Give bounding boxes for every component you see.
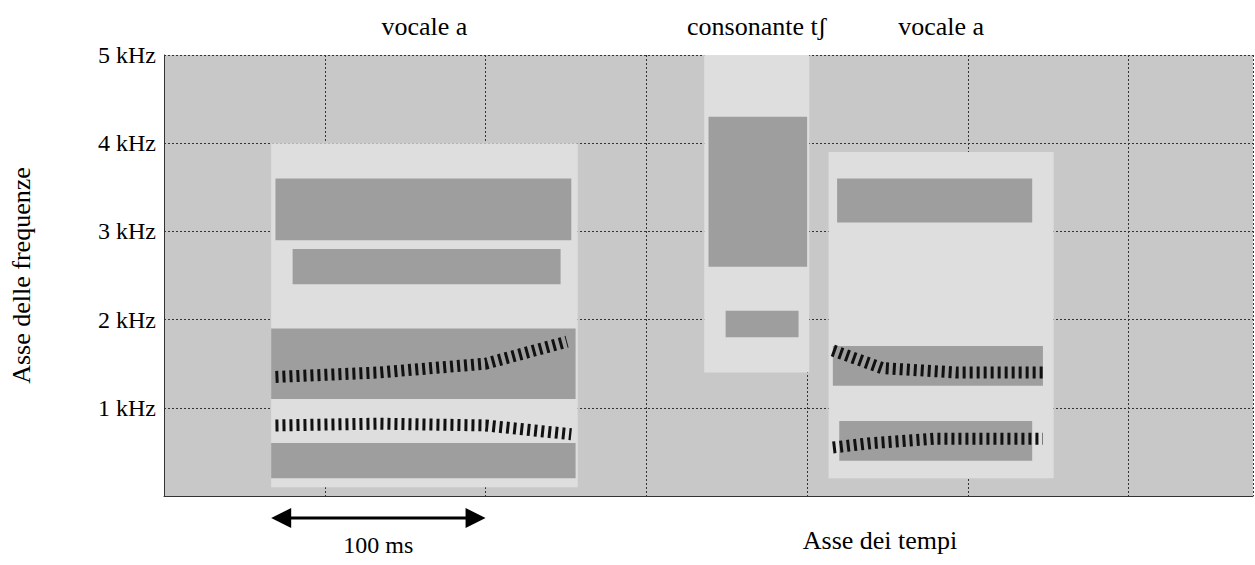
svg-text:2 kHz: 2 kHz	[98, 307, 156, 333]
svg-text:100 ms: 100 ms	[343, 532, 413, 558]
svg-text:consonante tʃ: consonante tʃ	[687, 12, 828, 41]
svg-text:Asse dei tempi: Asse dei tempi	[803, 526, 958, 555]
svg-text:4 kHz: 4 kHz	[98, 130, 156, 156]
svg-text:Asse delle frequenze: Asse delle frequenze	[7, 167, 36, 384]
svg-text:5 kHz: 5 kHz	[98, 42, 156, 68]
svg-text:1 kHz: 1 kHz	[98, 395, 156, 421]
svg-text:3 kHz: 3 kHz	[98, 218, 156, 244]
svg-text:vocale a: vocale a	[898, 12, 984, 41]
svg-text:vocale a: vocale a	[382, 12, 468, 41]
